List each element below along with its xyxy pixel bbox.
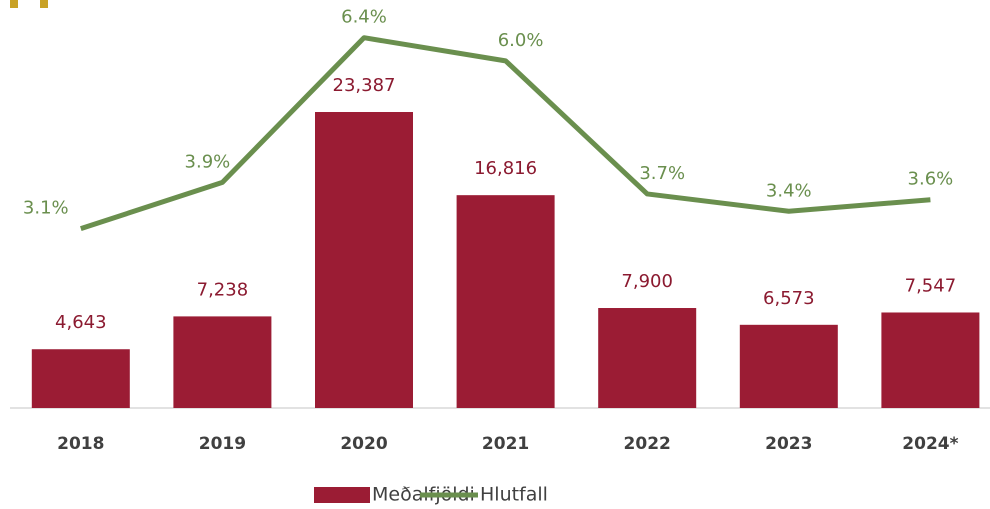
bar [173, 316, 272, 408]
legend-label: Hlutfall [480, 484, 548, 506]
x-tick-label: 2020 [340, 434, 387, 454]
line-value-label: 3.7% [639, 163, 685, 184]
bar-value-label: 7,238 [197, 279, 249, 300]
bar-value-label: 4,643 [55, 312, 107, 333]
bar [315, 112, 413, 409]
x-tick-label: 2022 [624, 434, 671, 454]
icon [40, 0, 48, 8]
bar [598, 308, 697, 408]
line-value-label: 3.6% [908, 169, 954, 190]
bar [881, 312, 980, 408]
bar-value-label: 23,387 [333, 75, 396, 96]
icon [10, 0, 18, 8]
line-value-label: 3.9% [185, 151, 231, 172]
line-value-label: 6.4% [341, 7, 387, 28]
line-value-label: 3.4% [766, 180, 812, 201]
line [80, 35, 931, 232]
line-value-label: 3.1% [23, 198, 69, 219]
x-tick-label: 2021 [482, 434, 529, 454]
x-tick-label: 2023 [765, 434, 812, 454]
bar-value-label: 7,547 [905, 275, 957, 296]
x-tick-label: 2018 [57, 434, 104, 454]
x-tick-label: 2024* [902, 434, 958, 454]
bar-value-label: 7,900 [621, 271, 673, 292]
bar [456, 195, 555, 408]
bar-value-label: 6,573 [763, 288, 815, 309]
legend-swatch [314, 487, 370, 503]
bar [31, 349, 130, 408]
bar-value-label: 16,816 [474, 158, 537, 179]
x-tick-label: 2019 [199, 434, 246, 454]
bar [739, 324, 838, 408]
line-value-label: 6.0% [498, 30, 544, 51]
